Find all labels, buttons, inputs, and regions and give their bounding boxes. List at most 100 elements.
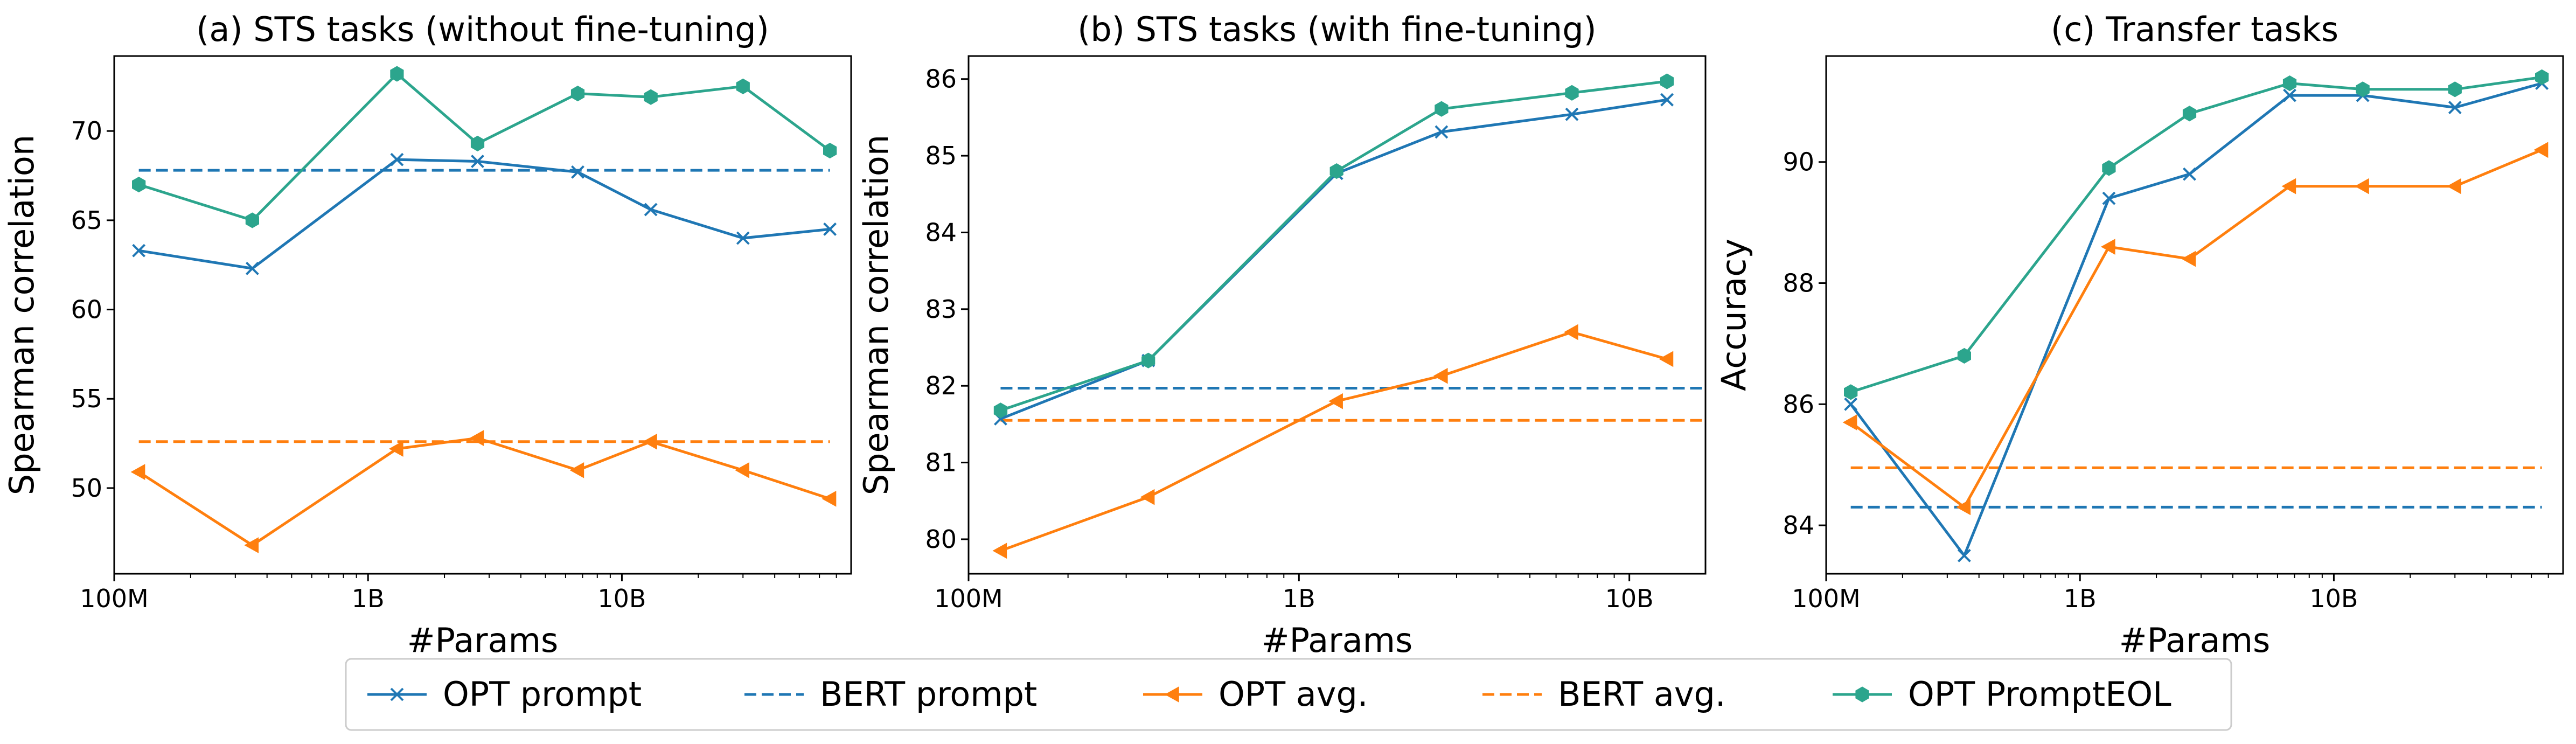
x-tick-label: 1B <box>352 584 385 613</box>
x-tick-label: 100M <box>1792 584 1861 613</box>
data-point-opt-prompteol <box>1329 163 1343 179</box>
data-point-opt-prompteol <box>1565 85 1579 101</box>
x-tick-label: 1B <box>1283 584 1315 613</box>
data-point-opt-prompteol <box>993 402 1008 419</box>
data-point-opt-avg <box>244 537 259 553</box>
data-point-opt-prompteol <box>823 143 837 159</box>
legend-label: OPT PromptEOL <box>1908 675 2171 714</box>
axes-frame <box>1825 55 2564 575</box>
data-point-opt-prompteol <box>2182 106 2197 122</box>
data-point-opt-prompt <box>2283 88 2296 102</box>
data-point-opt-prompteol <box>470 135 485 151</box>
data-point-opt-prompt <box>245 261 259 275</box>
data-point-opt-avg <box>735 462 749 478</box>
y-tick-label: 83 <box>925 295 957 324</box>
y-axis-label: Spearman correlation <box>2 135 41 495</box>
legend-label: BERT prompt <box>820 675 1037 714</box>
y-tick-label: 86 <box>1783 390 1814 419</box>
data-point-opt-prompteol <box>1141 352 1155 368</box>
axes-frame <box>967 55 1707 575</box>
data-point-opt-avg <box>1956 499 1971 516</box>
data-point-opt-avg <box>2181 251 2196 267</box>
y-tick-label: 84 <box>1783 511 1814 540</box>
data-point-opt-avg <box>1842 414 1857 430</box>
series-line-opt-prompt <box>1849 82 2543 557</box>
y-tick-label: 86 <box>925 65 957 94</box>
y-tick-label: 84 <box>925 218 957 247</box>
data-point-opt-avg <box>130 464 145 480</box>
data-point-opt-avg <box>1563 324 1578 340</box>
y-tick-label: 81 <box>925 448 957 477</box>
axes-frame <box>113 55 852 575</box>
data-point-opt-prompt <box>2183 167 2196 181</box>
data-point-opt-avg <box>569 462 584 478</box>
data-point-opt-prompteol <box>736 78 750 94</box>
data-point-opt-prompt <box>823 222 837 236</box>
data-point-opt-avg <box>2447 178 2461 194</box>
legend-item-opt-prompteol: OPT PromptEOL <box>1833 675 2171 714</box>
y-tick-label: 88 <box>1783 268 1814 297</box>
data-point-opt-avg <box>1140 489 1155 505</box>
y-axis-label: Accuracy <box>1714 239 1753 391</box>
series-line-opt-prompteol <box>1000 80 1667 412</box>
series-line-opt-avg <box>1000 331 1668 552</box>
data-point-opt-prompteol <box>570 86 585 102</box>
legend-swatch-marker <box>1164 686 1179 703</box>
y-tick-label: 65 <box>71 206 102 235</box>
data-point-opt-prompt <box>571 165 584 179</box>
data-point-opt-prompteol <box>1435 101 1449 117</box>
y-tick-label: 85 <box>925 141 957 170</box>
data-point-opt-avg <box>821 490 837 507</box>
data-point-opt-prompteol <box>390 66 404 82</box>
data-point-opt-prompteol <box>2102 160 2116 176</box>
data-point-opt-prompteol <box>2282 75 2297 92</box>
legend-label: OPT prompt <box>443 675 642 714</box>
y-tick-label: 50 <box>71 474 102 503</box>
data-point-opt-prompt <box>1660 93 1674 107</box>
legend: OPT prompt BERT prompt OPT avg. BERT avg. OP… <box>345 658 2232 731</box>
x-axis-label: #Params <box>407 621 559 660</box>
data-point-opt-avg <box>2100 239 2115 255</box>
x-axis-label: #Params <box>2119 621 2271 660</box>
legend-item-bert-prompt: BERT prompt <box>744 675 1037 714</box>
data-point-opt-prompteol <box>132 177 146 193</box>
chart-title: (a) STS tasks (without fine-tuning) <box>196 10 769 49</box>
data-point-opt-prompt <box>2102 191 2116 205</box>
chart-title: (b) STS tasks (with fine-tuning) <box>1077 10 1597 49</box>
legend-item-bert-avg: BERT avg. <box>1482 675 1726 714</box>
legend-swatch-marker <box>1855 686 1869 703</box>
x-tick-label: 100M <box>934 584 1003 613</box>
x-tick-label: 10B <box>597 584 646 613</box>
data-point-opt-prompt <box>1435 125 1449 139</box>
x-tick-label: 1B <box>2064 584 2097 613</box>
legend-item-opt-avg: OPT avg. <box>1143 675 1368 714</box>
data-point-opt-avg <box>2281 178 2296 194</box>
x-axis-label: #Params <box>1262 621 1413 660</box>
y-tick-label: 60 <box>71 295 102 324</box>
series-line-opt-prompteol <box>1850 75 2542 394</box>
series-line-opt-avg <box>1850 148 2543 509</box>
data-point-opt-prompt <box>644 203 658 217</box>
x-tick-label: 10B <box>2309 584 2358 613</box>
data-point-opt-prompteol <box>644 89 658 105</box>
data-point-opt-prompteol <box>1660 73 1674 89</box>
data-point-opt-prompteol <box>2448 81 2462 98</box>
data-point-opt-prompt <box>2448 101 2462 114</box>
legend-item-opt-prompt: OPT prompt <box>367 675 642 714</box>
data-point-opt-prompteol <box>1844 384 1858 400</box>
series-line-opt-prompt <box>138 158 830 270</box>
legend-label: OPT avg. <box>1219 675 1368 714</box>
data-point-opt-avg <box>2533 142 2549 158</box>
y-tick-label: 55 <box>71 384 102 413</box>
data-point-opt-avg <box>992 543 1007 559</box>
data-point-opt-prompt <box>471 155 484 168</box>
legend-swatch-marker <box>390 687 404 701</box>
chart-panel-3: (c) Transfer tasks 84 86 88 90 100M 1B 10B #Para… <box>1714 10 2564 660</box>
data-point-opt-avg <box>643 433 657 450</box>
data-point-opt-prompt <box>1844 397 1858 411</box>
chart-title: (c) Transfer tasks <box>2051 10 2338 49</box>
data-point-opt-prompt <box>132 244 146 258</box>
x-tick-label: 10B <box>1605 584 1654 613</box>
data-point-opt-prompt <box>1957 548 1971 562</box>
